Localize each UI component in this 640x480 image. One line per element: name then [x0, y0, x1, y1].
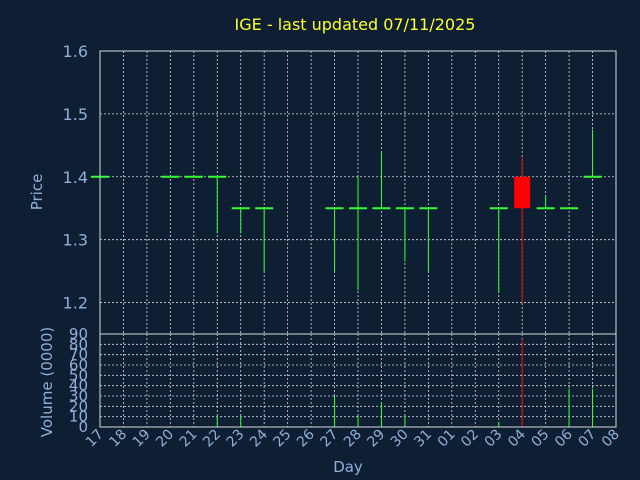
volume-axis-label: Volume (0000): [38, 327, 56, 437]
volume-tick-label: 50: [69, 366, 88, 384]
volume-series: [216, 339, 594, 427]
volume-tick-label: 30: [69, 387, 88, 405]
price-tick-label: 1.5: [63, 105, 88, 124]
volume-tick-label: 80: [69, 335, 88, 353]
price-tick-label: 1.2: [63, 294, 88, 313]
x-axis-label: Day: [333, 458, 363, 476]
volume-tick-label: 20: [69, 397, 88, 415]
chart-title: IGE - last updated 07/11/2025: [235, 15, 476, 34]
day-tick-labels: 17 18 19 20 21 22 23 24 25 26 27 28 29 30 31 01 02 03 04 05…: [83, 426, 623, 450]
volume-tick-label: 0: [78, 418, 88, 436]
candle-body: [514, 176, 531, 209]
volume-tick-label: 60: [69, 356, 88, 374]
volume-tick-label: 70: [69, 346, 88, 364]
price-axis-label: Price: [28, 174, 46, 211]
volume-panel-frame: [99, 333, 617, 428]
candlestick-series: [91, 129, 602, 303]
price-tick-label: 1.3: [63, 231, 88, 250]
price-tick-label: 1.6: [63, 42, 88, 61]
price-tick-labels: 1.2 1.3 1.4 1.5 1.6: [63, 42, 88, 313]
volume-tick-label: 10: [69, 408, 88, 426]
price-tick-label: 1.4: [63, 168, 88, 187]
volume-tick-label: 90: [69, 325, 88, 343]
volume-tick-label: 40: [69, 377, 88, 395]
